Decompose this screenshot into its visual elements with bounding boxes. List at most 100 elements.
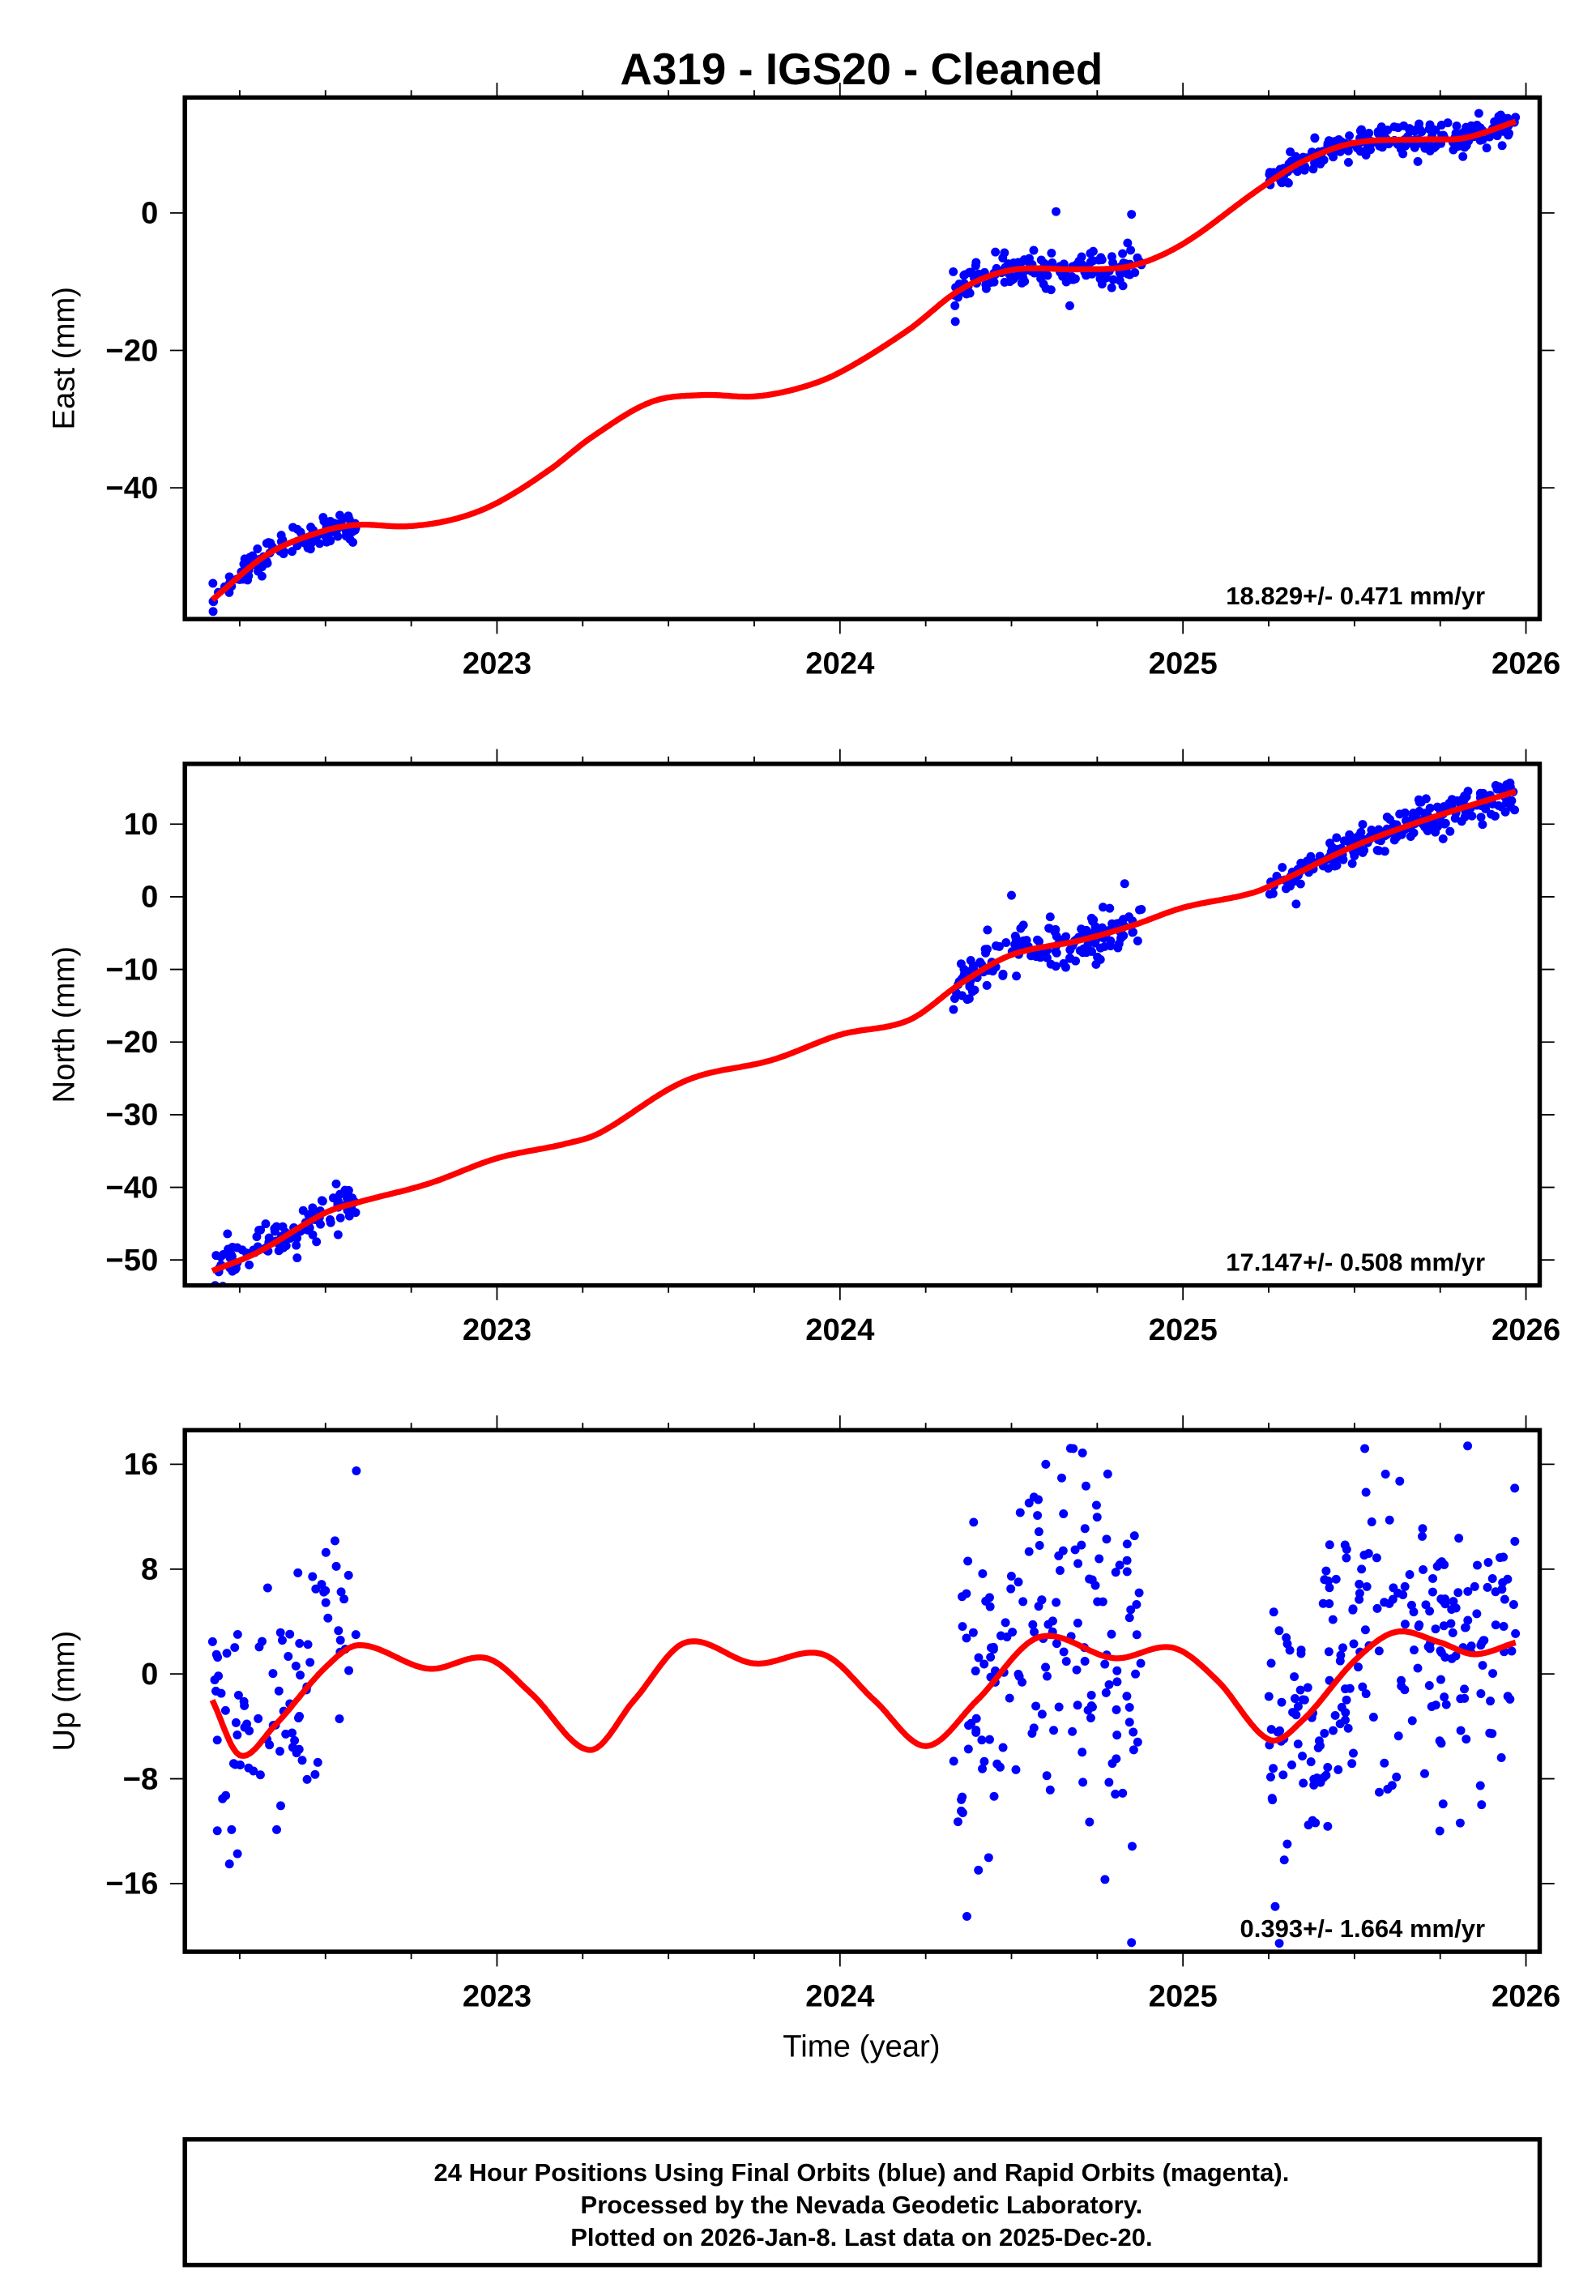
data-point xyxy=(1104,1777,1114,1787)
data-point xyxy=(1046,285,1056,295)
data-point xyxy=(253,544,262,553)
data-point xyxy=(1272,871,1282,881)
data-point xyxy=(1290,1694,1299,1703)
data-point xyxy=(969,1517,979,1527)
data-point xyxy=(1342,1545,1351,1554)
data-point xyxy=(1293,1739,1303,1749)
data-point xyxy=(319,1587,329,1597)
data-point xyxy=(285,1629,295,1639)
data-point xyxy=(1017,278,1026,288)
data-point xyxy=(1423,826,1432,835)
data-point xyxy=(288,547,297,557)
panel-east: 2023 2024 2025 2026 0 −20 −40 East (mm) 18.829+/… xyxy=(46,83,1560,681)
data-point xyxy=(982,945,992,954)
data-point xyxy=(979,1756,989,1766)
data-point xyxy=(1030,1627,1039,1637)
data-point xyxy=(1461,1623,1470,1632)
data-point xyxy=(1268,889,1278,898)
data-point xyxy=(268,1669,278,1679)
data-point xyxy=(1102,1534,1112,1544)
data-point xyxy=(1338,1643,1347,1653)
data-point xyxy=(1097,280,1107,289)
panel-up: 2023 2024 2025 2026 16 8 0 −8 −16 Up (mm) 0.393+/-… xyxy=(46,1415,1560,2014)
data-point xyxy=(313,1757,322,1767)
data-point xyxy=(968,1628,978,1637)
data-point xyxy=(1124,912,1134,922)
data-point xyxy=(1491,1620,1500,1630)
data-point xyxy=(1400,1581,1410,1591)
data-point xyxy=(1127,210,1137,220)
data-point xyxy=(1418,1524,1427,1534)
data-point xyxy=(1287,1760,1296,1769)
data-point xyxy=(274,1686,284,1696)
data-point xyxy=(1310,133,1320,143)
data-point xyxy=(1380,1470,1390,1479)
data-point xyxy=(978,1764,988,1773)
data-point xyxy=(1107,1629,1116,1639)
data-point xyxy=(1033,1511,1043,1521)
data-point xyxy=(1405,1570,1415,1579)
data-point xyxy=(249,1766,258,1776)
x-tick-label: 2024 xyxy=(805,1312,875,1347)
data-point xyxy=(1440,1594,1450,1604)
data-point xyxy=(1424,1680,1434,1690)
data-point xyxy=(1124,1702,1134,1712)
data-point xyxy=(1409,809,1419,818)
data-point xyxy=(1127,1938,1137,1948)
x-tick-label: 2025 xyxy=(1149,647,1218,681)
data-point xyxy=(1306,1757,1316,1767)
data-point xyxy=(1383,1784,1393,1794)
data-point xyxy=(1061,932,1071,941)
data-point xyxy=(284,1651,293,1661)
data-point xyxy=(212,1735,222,1745)
data-point xyxy=(1006,1572,1016,1581)
data-point xyxy=(1108,275,1118,284)
data-point xyxy=(218,1794,228,1803)
data-point xyxy=(330,1536,339,1546)
data-point xyxy=(1372,1603,1382,1613)
data-point xyxy=(1441,1700,1451,1709)
data-point xyxy=(1478,134,1487,144)
data-point xyxy=(974,1653,984,1662)
data-point xyxy=(1330,861,1340,871)
data-point xyxy=(1356,827,1366,837)
data-point xyxy=(1425,1607,1435,1616)
data-point xyxy=(1078,1777,1088,1787)
data-point xyxy=(231,1263,241,1273)
data-point xyxy=(1358,1682,1368,1692)
data-point xyxy=(1111,1790,1120,1799)
data-point xyxy=(1414,1622,1423,1631)
data-point xyxy=(1343,1723,1353,1733)
data-point xyxy=(1308,1816,1317,1825)
data-point xyxy=(1000,248,1009,258)
data-point xyxy=(1421,1600,1431,1610)
x-tick-label: 2026 xyxy=(1491,1979,1560,2014)
data-point xyxy=(978,1568,988,1578)
data-point xyxy=(1490,811,1500,821)
data-point xyxy=(1024,1547,1034,1556)
data-point xyxy=(1042,1771,1052,1781)
data-point xyxy=(1123,238,1133,248)
data-point xyxy=(1037,1709,1047,1719)
data-point xyxy=(1129,1531,1139,1541)
data-point xyxy=(1073,1618,1082,1628)
data-point xyxy=(962,1633,971,1643)
data-point xyxy=(963,1744,973,1754)
data-point xyxy=(1478,1661,1487,1671)
data-point xyxy=(1299,1778,1308,1788)
data-point xyxy=(1309,1780,1319,1790)
data-point xyxy=(1107,1759,1117,1769)
y-tick-label: −8 xyxy=(123,1761,159,1796)
data-point xyxy=(1475,1781,1485,1790)
data-point xyxy=(1503,1574,1513,1584)
data-point xyxy=(984,1853,993,1863)
data-point xyxy=(1325,1540,1334,1550)
data-point xyxy=(291,1661,301,1671)
data-point xyxy=(1054,1702,1064,1712)
data-point xyxy=(323,1613,333,1623)
data-point xyxy=(1303,1683,1312,1692)
data-point xyxy=(1269,1764,1278,1773)
velocity-label: 18.829+/- 0.471 mm/yr xyxy=(1226,582,1485,610)
data-point xyxy=(1473,1560,1482,1570)
data-point xyxy=(985,1602,995,1611)
